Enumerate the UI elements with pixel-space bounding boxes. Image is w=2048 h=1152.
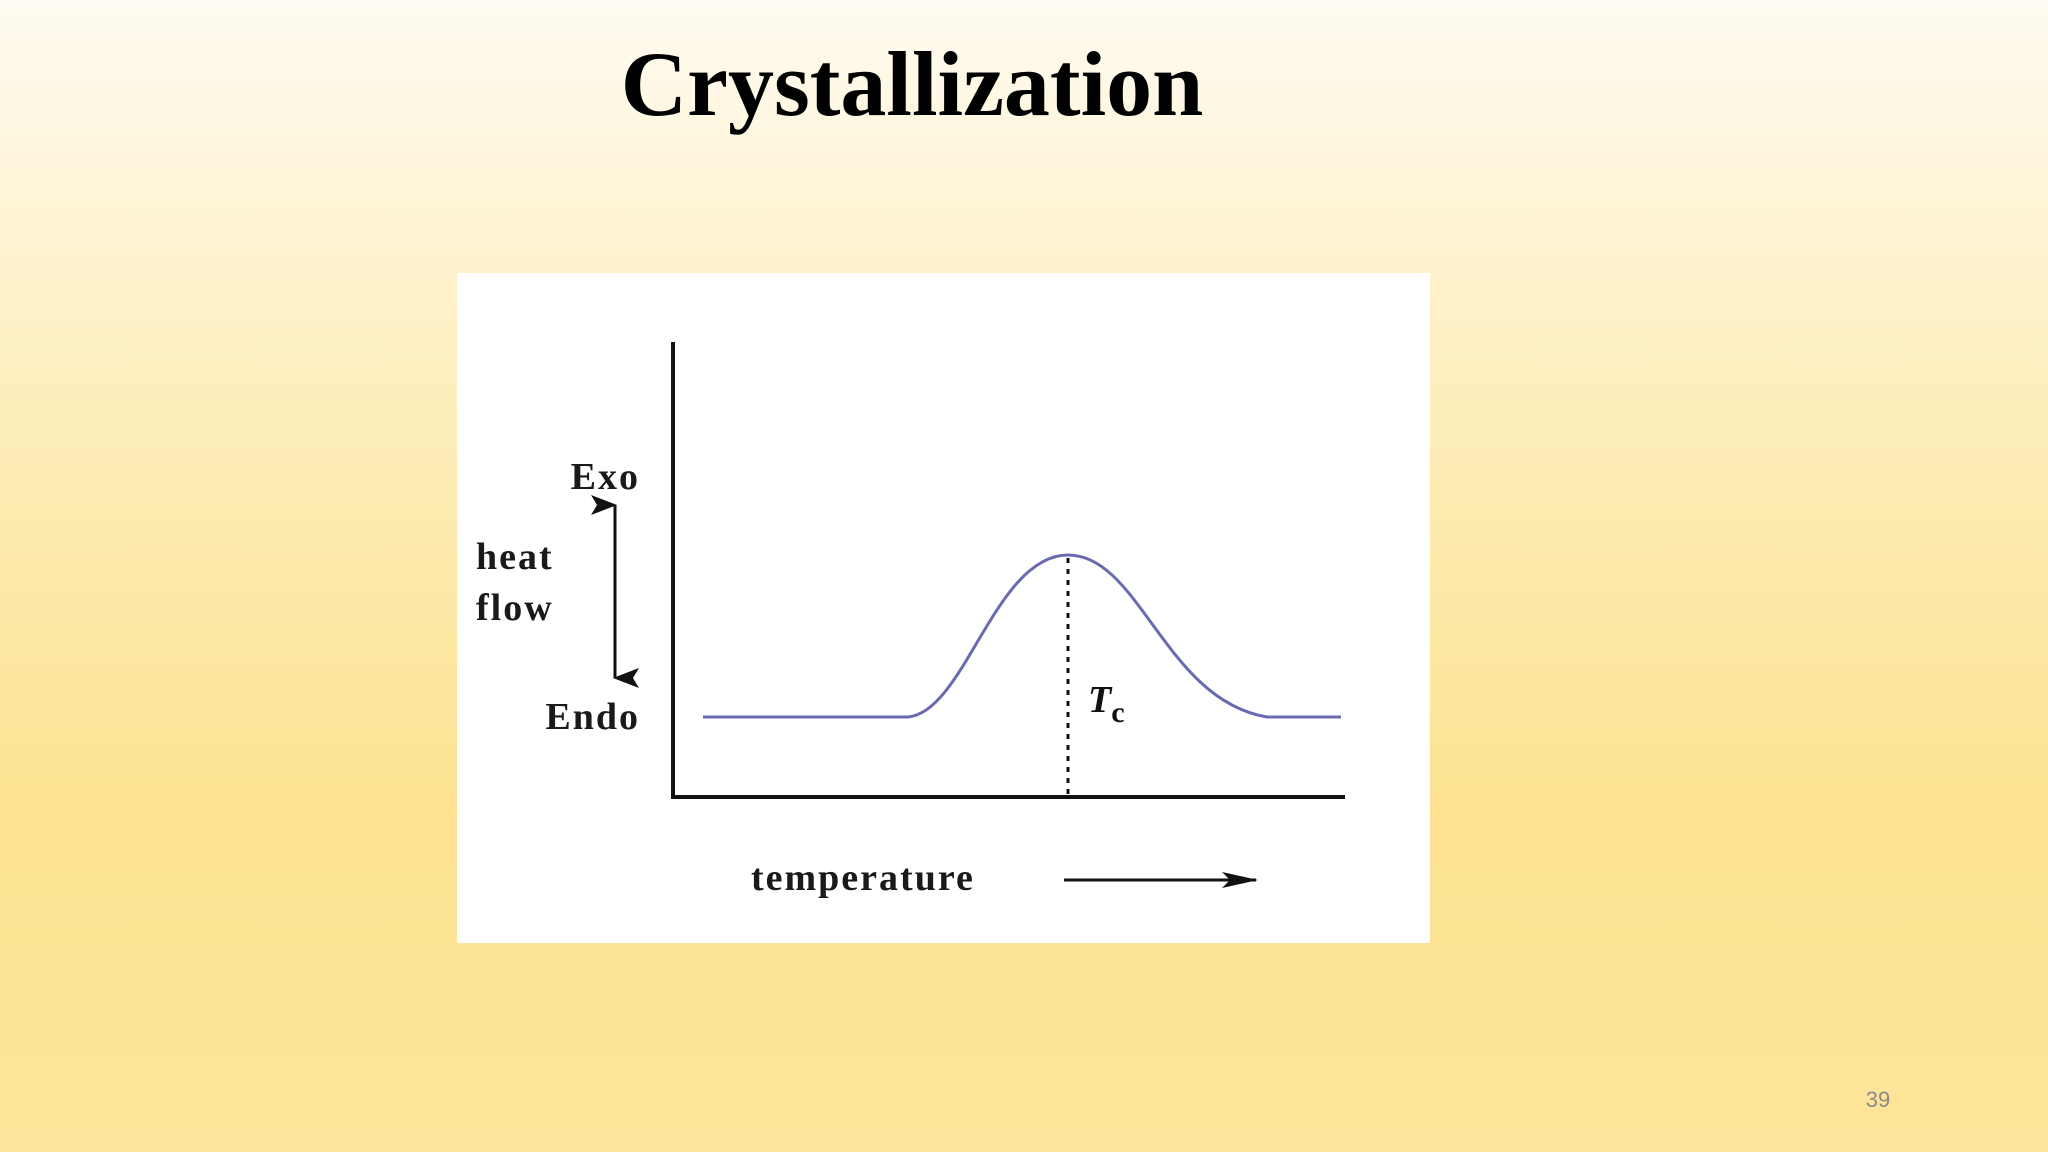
diagram-panel <box>457 273 1430 943</box>
exo-label: Exo <box>571 456 640 498</box>
peak-subscript: c <box>1111 696 1124 729</box>
heat-flow-curve <box>703 553 1341 719</box>
peak-symbol: T <box>1088 679 1113 721</box>
page-number: 39 <box>1866 1087 1890 1112</box>
slide-title: Crystallization <box>621 33 1204 135</box>
heat-flow-label: flow <box>476 587 554 629</box>
peak-label: Tc <box>1088 679 1125 729</box>
heat-flow-label: heat <box>476 536 554 578</box>
endo-label: Endo <box>545 696 640 738</box>
x-axis-label: temperature <box>751 857 975 899</box>
